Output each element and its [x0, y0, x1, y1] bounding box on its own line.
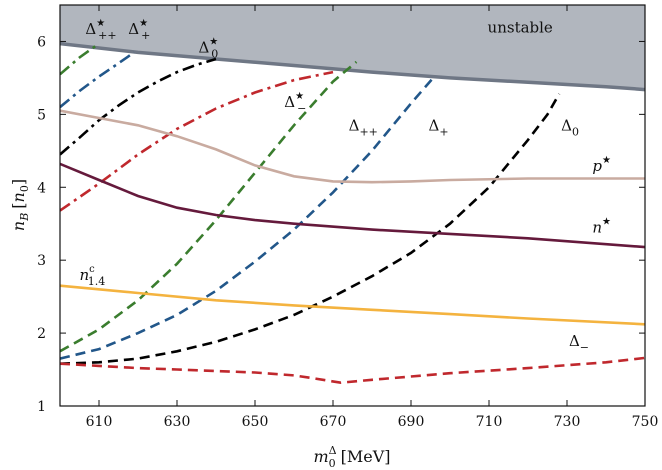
curve-label-sub: ++ [98, 29, 116, 42]
curve-label-3: Δ★ − [284, 91, 306, 115]
series-group [60, 42, 645, 385]
curve-label-6: Δ0 [561, 116, 579, 138]
curve-label-sub: 1.4 [88, 275, 106, 288]
curve-label-sup: ★ [602, 216, 611, 227]
y-axis-label-symbol: n [9, 221, 28, 231]
curve-label-base: Δ [349, 116, 360, 134]
curve-label-sup: ★ [139, 18, 148, 29]
y-axis-label-unit-sub: 0 [18, 185, 31, 192]
plot-frame [59, 4, 646, 407]
y-axis-label: nB[n0] [9, 179, 31, 231]
series-line-8 [60, 109, 645, 184]
curve-label-8: p★ [592, 155, 611, 175]
x-axis-label: m0Δ [MeV] [313, 444, 390, 470]
x-axis-label-unit: [MeV] [341, 447, 391, 466]
x-tick-label: 650 [242, 414, 269, 430]
x-axis-label-sub: 0 [329, 457, 336, 470]
curve-label-sup: ★ [602, 155, 611, 166]
curve-label-base: p [592, 157, 602, 175]
curve-label-sup: c [89, 264, 95, 275]
unstable-boundary-line [60, 41, 645, 92]
curve-label-sup: ★ [295, 91, 304, 102]
y-axis-label-unit: [ [9, 202, 28, 208]
curve-label-2: Δ★ 0 [198, 36, 218, 60]
curve-labels-group: Δ★ ++ Δ★ +Δ★ 0Δ★ −Δ++ Δ+ Δ0Δ−p★n★nc 1.4 [80, 18, 612, 354]
y-tick-label: 5 [37, 107, 46, 123]
x-tick-label: 670 [320, 414, 347, 430]
unstable-region [60, 5, 645, 90]
series-line-5 [60, 75, 436, 360]
curve-label-9: n★ [592, 216, 611, 236]
y-axis-label-unit-symbol: n [9, 192, 28, 202]
curve-label-base: Δ [198, 38, 209, 56]
series-line-7 [60, 356, 645, 385]
curve-label-sub: + [141, 29, 150, 42]
curve-label-base: n [592, 218, 602, 236]
series-line-9 [60, 162, 645, 249]
y-tick-label: 2 [37, 326, 46, 342]
series-line-10 [60, 284, 645, 326]
curve-label-4: Δ++ [349, 116, 378, 138]
curve-label-base: Δ [128, 20, 139, 38]
x-tick-label: 610 [86, 414, 113, 430]
curve-label-base: n [80, 266, 90, 284]
series-line-6 [60, 93, 561, 365]
x-axis-label-sup: Δ [329, 444, 337, 457]
curve-label-1: Δ★ + [128, 18, 150, 42]
curve-label-sub: 0 [572, 125, 579, 138]
curve-label-5: Δ+ [429, 116, 449, 138]
x-tick-label: 690 [398, 414, 425, 430]
curve-label-sub: 0 [211, 47, 218, 60]
curve-label-sup: ★ [209, 36, 218, 47]
curve-label-sup: ★ [96, 18, 105, 29]
unstable-label: unstable [488, 19, 553, 37]
curve-label-base: Δ [284, 93, 295, 111]
y-axis-label-unit-close: ] [9, 179, 28, 185]
unstable-region-group: unstable [60, 5, 645, 92]
x-axis-label-symbol: m [313, 447, 328, 466]
curve-label-sub: + [439, 125, 448, 138]
curve-label-0: Δ★ ++ [85, 18, 116, 42]
y-tick-label: 1 [37, 399, 46, 415]
y-tick-label: 3 [37, 253, 46, 269]
series-line-2 [60, 57, 217, 156]
curve-label-base: Δ [429, 116, 440, 134]
curve-label-sub: − [580, 341, 589, 354]
x-tick-label: 710 [476, 414, 503, 430]
curve-label-sub: − [297, 102, 306, 115]
series-line-3 [60, 70, 334, 212]
y-axis-label-sub: B [18, 213, 31, 222]
curve-label-base: Δ [85, 20, 96, 38]
curve-label-sub: ++ [359, 125, 377, 138]
x-tick-label: 750 [632, 414, 659, 430]
y-tick-label: 6 [37, 34, 46, 50]
curve-label-base: Δ [569, 332, 580, 350]
x-tick-label: 730 [554, 414, 581, 430]
curve-label-base: Δ [561, 116, 572, 134]
curve-label-10: nc 1.4 [80, 264, 106, 288]
curve-label-7: Δ− [569, 332, 589, 354]
axis-ticks-group: 610 630 650 670 690 710 730 750 1 2 3 4 5 6 [37, 5, 658, 430]
series-line-0 [60, 42, 100, 76]
x-tick-label: 630 [164, 414, 191, 430]
y-tick-label: 4 [37, 180, 46, 196]
series-line-1 [60, 51, 135, 109]
